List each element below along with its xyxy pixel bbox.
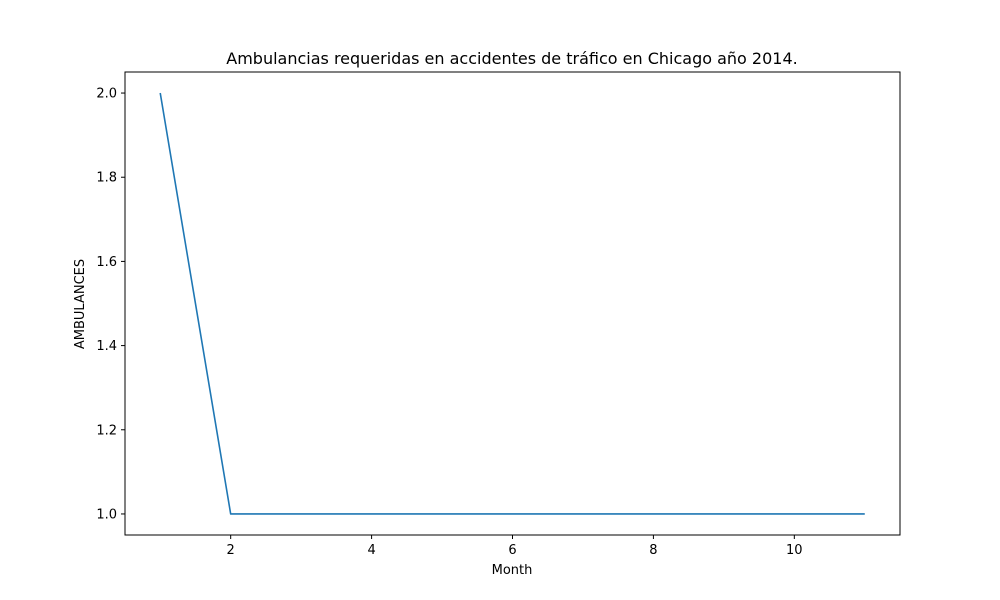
x-tick-label: 10 — [786, 543, 803, 558]
chart-title: Ambulancias requeridas en accidentes de … — [226, 49, 797, 68]
y-tick-label: 1.8 — [96, 171, 117, 186]
x-axis-label: Month — [492, 563, 533, 578]
x-tick-label: 4 — [367, 543, 375, 558]
y-tick-label: 1.2 — [96, 423, 117, 438]
y-tick-label: 1.6 — [96, 255, 117, 270]
y-axis-label: AMBULANCES — [73, 259, 88, 349]
series-line — [159, 92, 865, 515]
x-axis: 2 4 6 8 10 — [227, 535, 803, 558]
y-tick-label: 1.4 — [96, 339, 117, 354]
plot-frame — [124, 71, 901, 536]
x-tick-label: 2 — [227, 543, 235, 558]
y-tick-label: 1.0 — [96, 507, 117, 522]
y-axis: 1.0 1.2 1.4 1.6 1.8 2.0 — [96, 87, 125, 522]
x-tick-label: 8 — [649, 543, 657, 558]
plot-area — [159, 92, 865, 515]
x-tick-label: 6 — [508, 543, 516, 558]
y-tick-label: 2.0 — [96, 87, 117, 102]
